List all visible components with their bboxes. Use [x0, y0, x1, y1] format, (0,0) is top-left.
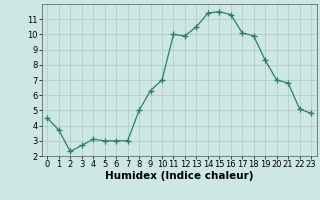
X-axis label: Humidex (Indice chaleur): Humidex (Indice chaleur)	[105, 171, 253, 181]
